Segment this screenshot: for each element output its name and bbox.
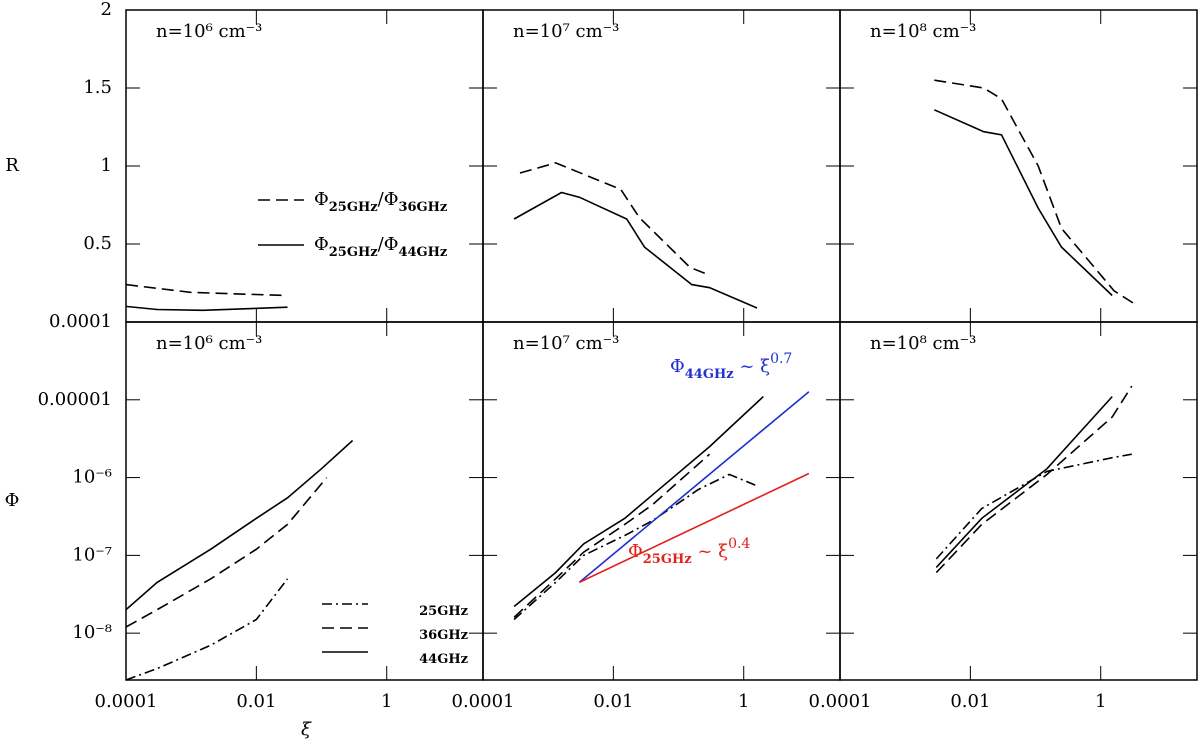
x-tick-label: 0.01 bbox=[593, 691, 633, 712]
panel-frame bbox=[839, 321, 1198, 681]
y-tick-label: 1.5 bbox=[83, 77, 112, 98]
y-tick-label: 10⁻⁶ bbox=[72, 467, 112, 488]
data-line bbox=[513, 191, 758, 309]
x-tick-label: 0.01 bbox=[950, 691, 990, 712]
data-line bbox=[125, 439, 354, 611]
x-tick-label: 1 bbox=[381, 691, 392, 712]
legend-label: 36GHz bbox=[419, 628, 468, 643]
annotation: Φ44GHz ~ ξ0.7 bbox=[670, 351, 792, 382]
y-axis-label: R bbox=[5, 155, 19, 176]
x-axis-label: ξ bbox=[301, 719, 312, 740]
data-line bbox=[125, 578, 289, 681]
x-tick-label: 0.0001 bbox=[452, 691, 515, 712]
data-line bbox=[125, 477, 328, 628]
data-line bbox=[513, 396, 764, 608]
data-line bbox=[933, 109, 1113, 297]
y-axis-label: Φ bbox=[5, 490, 20, 511]
panel-label: n=10⁶ cm⁻³ bbox=[156, 21, 262, 42]
legend-label: 25GHz bbox=[419, 604, 468, 619]
panel-frame bbox=[125, 9, 484, 323]
panel-frame bbox=[482, 9, 841, 323]
panel-frame bbox=[125, 321, 484, 681]
y-tick-label: 0.5 bbox=[83, 233, 112, 254]
y-tick-label: 1 bbox=[101, 155, 112, 176]
panel-label: n=10⁷ cm⁻³ bbox=[513, 333, 619, 354]
data-line bbox=[125, 283, 288, 297]
data-line bbox=[935, 453, 1132, 560]
annotation-text: Φ25GHz ~ ξ bbox=[628, 541, 728, 567]
panel-label: n=10⁸ cm⁻³ bbox=[870, 333, 976, 354]
y-tick-label: 0.00001 bbox=[38, 389, 112, 410]
panel-frame bbox=[482, 321, 841, 681]
panel-frame bbox=[839, 9, 1198, 323]
annotation-exponent: 0.4 bbox=[728, 536, 750, 552]
annotation-exponent: 0.7 bbox=[770, 351, 792, 367]
data-line bbox=[934, 79, 1135, 304]
x-tick-label: 1 bbox=[738, 691, 749, 712]
y-tick-label: 2 bbox=[101, 0, 112, 20]
data-line bbox=[935, 385, 1133, 574]
annotation-text: Φ44GHz ~ ξ bbox=[670, 356, 770, 382]
annotation: Φ25GHz ~ ξ0.4 bbox=[628, 536, 750, 567]
data-line bbox=[519, 162, 710, 276]
y-tick-label: 10⁻⁸ bbox=[72, 622, 112, 643]
y-tick-label: 0.0001 bbox=[49, 311, 112, 332]
data-line bbox=[578, 472, 810, 584]
panel-label: n=10⁸ cm⁻³ bbox=[870, 21, 976, 42]
panel-label: n=10⁷ cm⁻³ bbox=[513, 21, 619, 42]
data-line bbox=[578, 391, 810, 584]
data-line bbox=[125, 305, 288, 312]
data-line bbox=[935, 396, 1113, 568]
y-tick-label: 10⁻⁷ bbox=[72, 544, 112, 565]
legend-label: Φ25GHz/Φ36GHz bbox=[314, 189, 447, 215]
panel-label: n=10⁶ cm⁻³ bbox=[156, 333, 262, 354]
x-tick-label: 1 bbox=[1095, 691, 1106, 712]
data-line bbox=[513, 453, 711, 618]
x-tick-label: 0.0001 bbox=[809, 691, 872, 712]
legend-label: Φ25GHz/Φ44GHz bbox=[314, 234, 447, 260]
x-tick-label: 0.01 bbox=[236, 691, 276, 712]
x-tick-label: 0.0001 bbox=[95, 691, 158, 712]
data-line bbox=[513, 473, 756, 621]
legend-label: 44GHz bbox=[419, 652, 468, 667]
